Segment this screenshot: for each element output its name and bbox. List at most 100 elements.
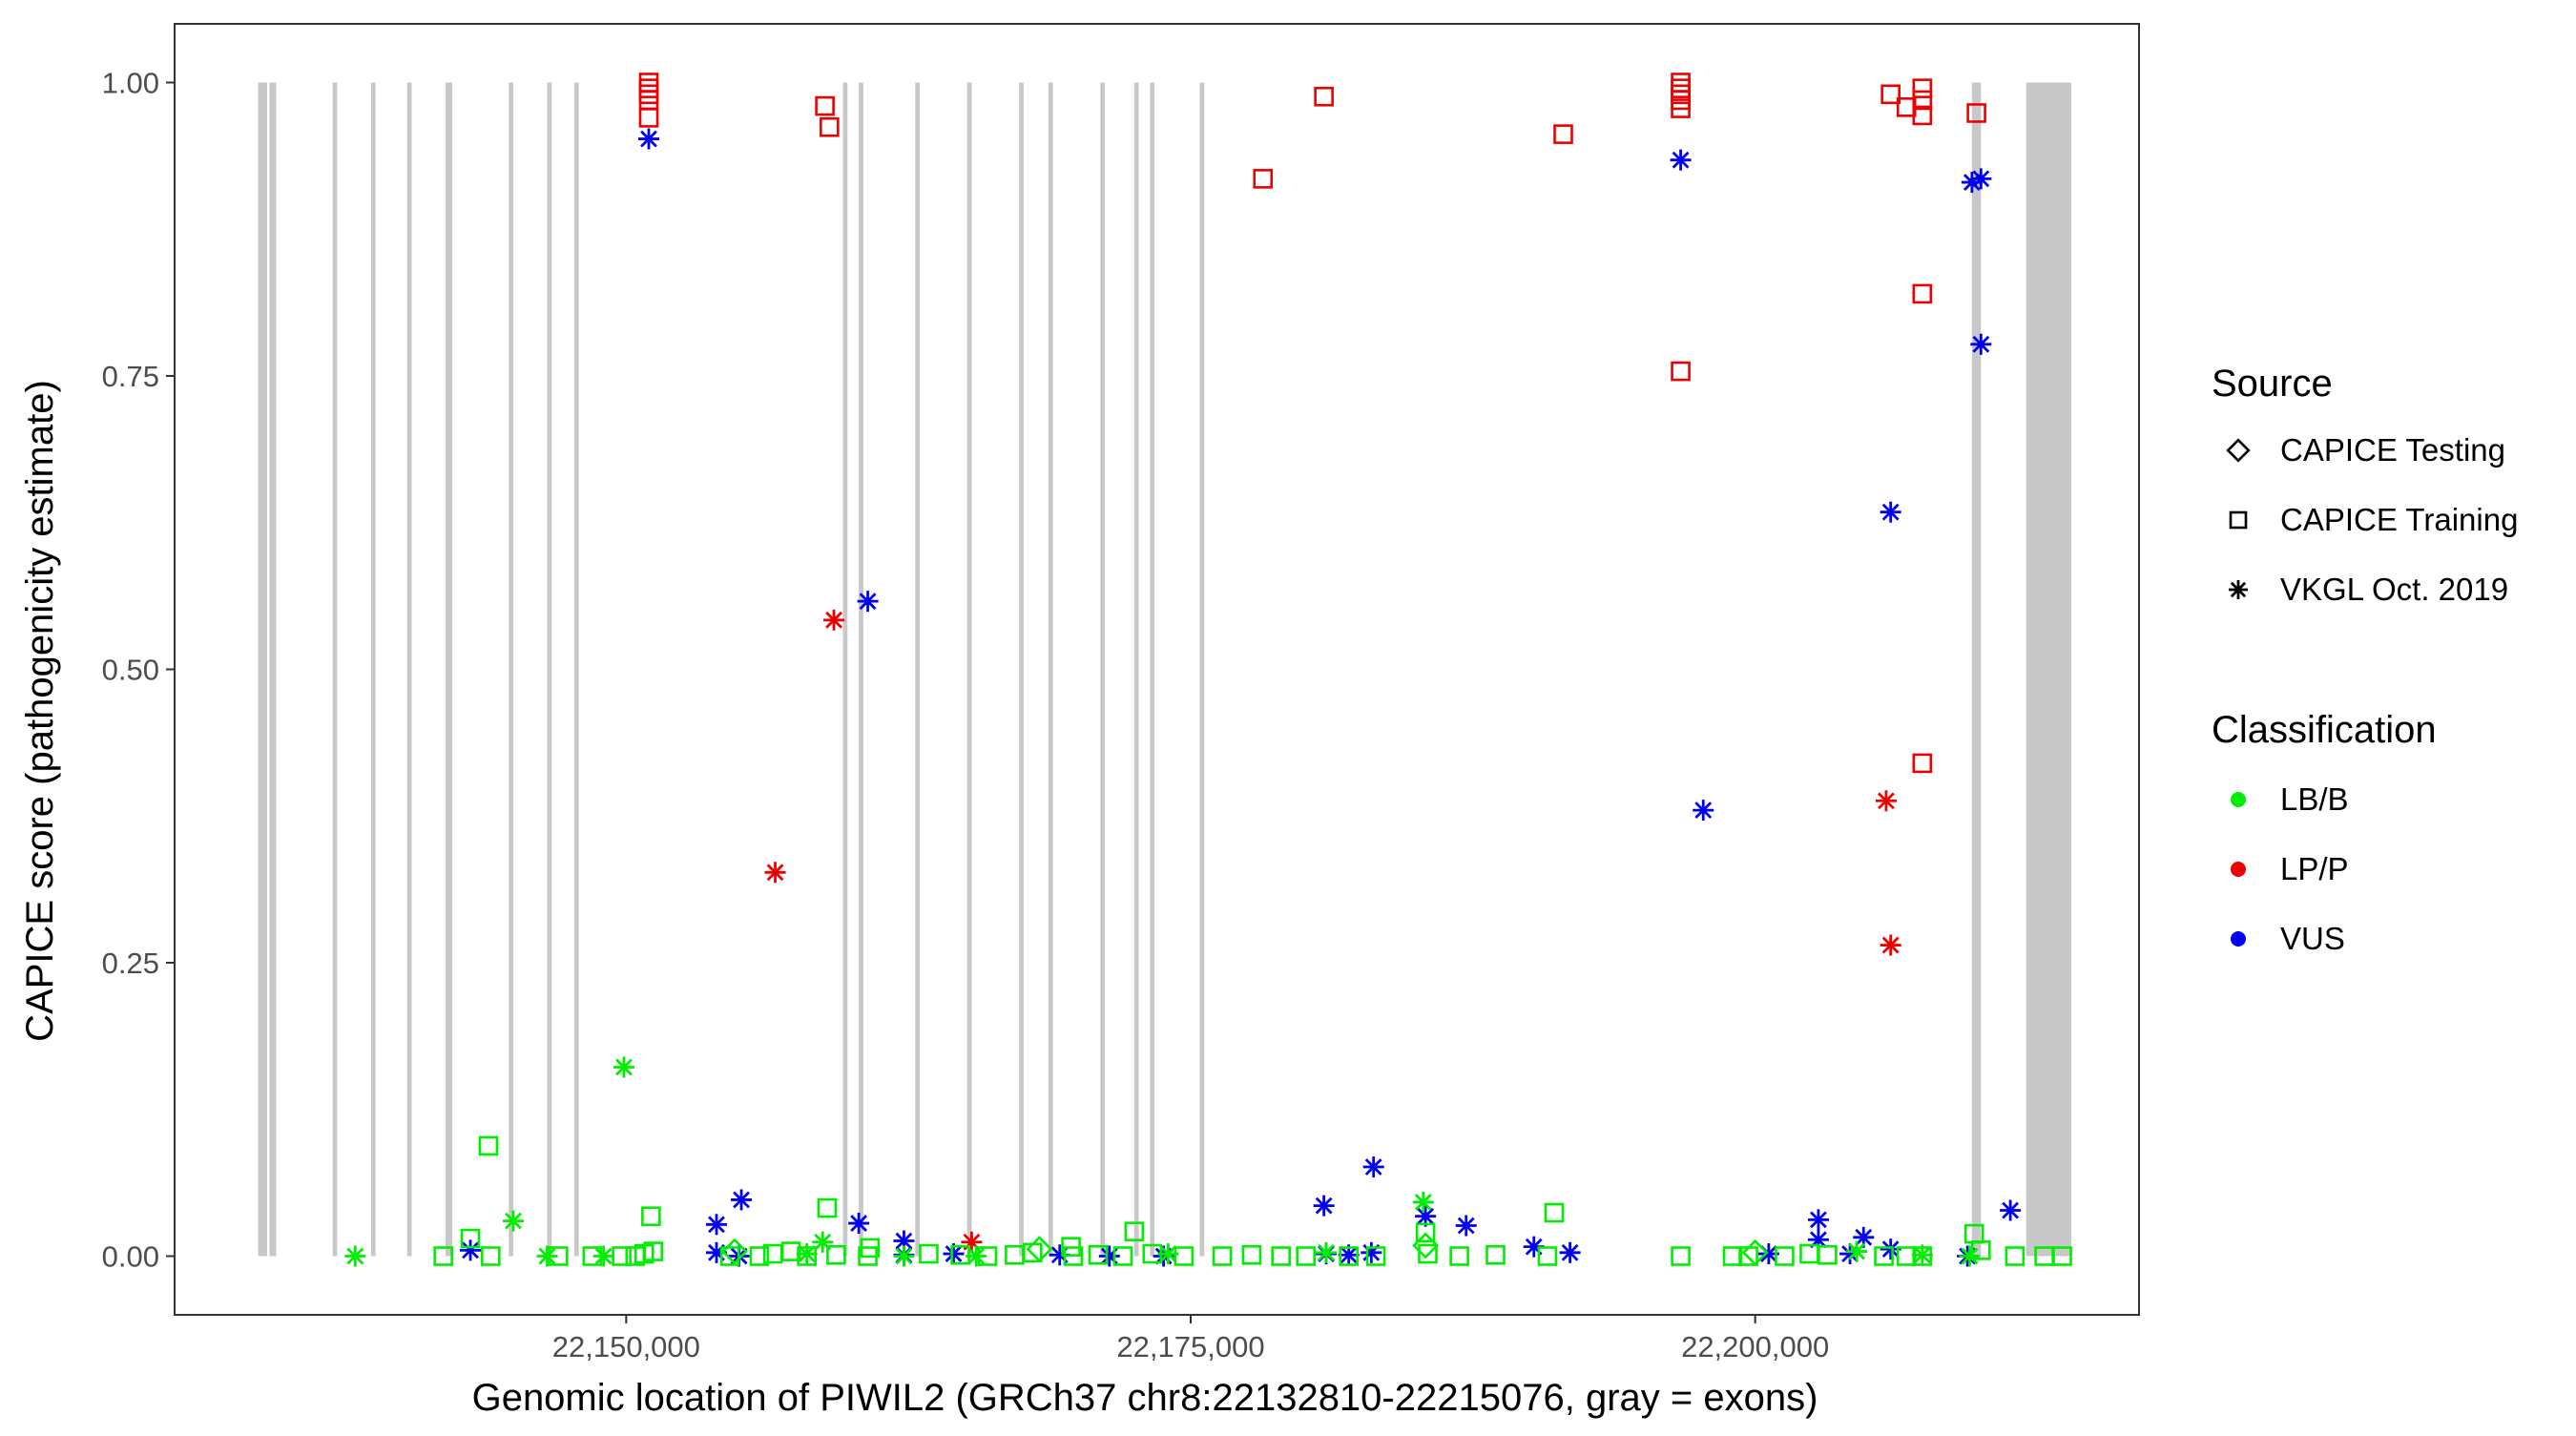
data-point: [1026, 1236, 1053, 1263]
legend-key: [2231, 792, 2246, 807]
data-point: [1339, 1246, 1359, 1266]
data-point: [919, 1243, 939, 1264]
exon-band: [547, 82, 552, 1257]
data-point: [706, 1214, 727, 1236]
data-point: [1544, 1202, 1565, 1223]
data-point: [1741, 1238, 1769, 1266]
data-point: [592, 1245, 614, 1267]
data-point: [720, 1238, 748, 1265]
data-point: [1415, 1222, 1436, 1243]
data-point: [638, 128, 659, 150]
x-tick-label: 22,150,000: [552, 1330, 700, 1363]
data-point: [1693, 800, 1714, 822]
data-point: [1971, 1240, 1991, 1260]
data-point: [823, 609, 845, 631]
data-point: [503, 1210, 524, 1232]
legend-label: VKGL Oct. 2019: [2280, 572, 2508, 607]
legend-key: [2231, 862, 2246, 877]
data-point: [612, 1246, 632, 1266]
data-point: [1959, 1245, 1981, 1267]
data-point: [1896, 1246, 1917, 1266]
data-point: [731, 1189, 753, 1211]
data-point: [1412, 1191, 1434, 1213]
exon-band: [1971, 82, 1982, 1257]
data-point: [1314, 86, 1334, 107]
exon-band: [509, 82, 513, 1257]
data-point: [1775, 1246, 1795, 1266]
data-point: [1912, 1246, 1933, 1266]
data-point: [1174, 1246, 1195, 1266]
data-point: [638, 108, 659, 128]
data-point: [1912, 753, 1933, 774]
legend-key: [2229, 580, 2248, 599]
data-point: [2005, 1246, 2025, 1266]
data-point: [858, 1246, 878, 1266]
legend-label: LB/B: [2280, 781, 2349, 817]
data-point: [780, 1241, 801, 1261]
data-point: [1063, 1246, 1084, 1266]
data-point: [1970, 168, 1992, 190]
data-point: [1880, 84, 1901, 105]
data-point: [1671, 1246, 1691, 1266]
data-point: [950, 1244, 970, 1265]
data-point: [1271, 1246, 1291, 1266]
data-point: [1455, 1215, 1477, 1237]
exon-band: [966, 82, 972, 1257]
exon-band: [1133, 82, 1139, 1257]
data-point: [1253, 169, 1274, 189]
legend: Source CAPICE Testing CAPICE Training VKGL …: [2212, 363, 2518, 956]
legend-key: [2226, 438, 2251, 463]
legend-label: CAPICE Testing: [2280, 432, 2505, 468]
data-point: [1671, 361, 1691, 382]
data-point: [820, 116, 840, 137]
data-point: [1112, 1246, 1133, 1266]
data-point: [1874, 1246, 1894, 1266]
data-point: [481, 1246, 501, 1266]
data-point: [1912, 283, 1933, 304]
data-point: [1846, 1240, 1868, 1262]
data-point: [582, 1246, 603, 1266]
legend-label: CAPICE Training: [2280, 502, 2518, 537]
data-point: [1142, 1243, 1163, 1264]
legend-label: VUS: [2280, 921, 2345, 956]
data-point: [1559, 1241, 1581, 1263]
data-point: [2000, 1199, 2022, 1221]
y-tick-label: 0.50: [102, 654, 159, 687]
x-tick-label: 22,175,000: [1116, 1330, 1264, 1363]
data-point: [1966, 103, 1986, 123]
exon-band: [915, 82, 920, 1257]
exon-band: [573, 82, 579, 1257]
data-point: [1912, 105, 1933, 126]
data-point: [1412, 1232, 1440, 1259]
data-point: [460, 1228, 481, 1249]
data-point: [1124, 1221, 1145, 1241]
exon-band: [1199, 82, 1205, 1257]
data-point: [1449, 1246, 1469, 1266]
data-point: [643, 1241, 664, 1261]
data-point: [1722, 1246, 1743, 1266]
data-point: [1537, 1246, 1558, 1266]
data-point: [1671, 98, 1691, 118]
data-point: [433, 1246, 453, 1266]
y-tick-label: 0.75: [102, 360, 159, 393]
data-point: [764, 862, 786, 884]
data-point: [1338, 1244, 1360, 1266]
data-point: [536, 1245, 558, 1267]
data-point: [848, 1213, 870, 1235]
data-point: [1912, 78, 1933, 98]
data-point: [1970, 333, 1992, 355]
data-point: [815, 95, 835, 116]
y-tick-label: 0.00: [102, 1240, 159, 1274]
data-point: [1875, 790, 1897, 812]
data-point: [549, 1246, 569, 1266]
legend-key: [2231, 931, 2246, 947]
legend-title: Source: [2212, 363, 2333, 405]
exon-band: [1019, 82, 1024, 1257]
data-point: [1316, 1241, 1337, 1263]
exon-band: [446, 82, 453, 1257]
data-point: [857, 591, 879, 613]
data-point: [1485, 1244, 1506, 1265]
data-point: [1418, 1243, 1438, 1264]
data-point: [1365, 1246, 1386, 1266]
